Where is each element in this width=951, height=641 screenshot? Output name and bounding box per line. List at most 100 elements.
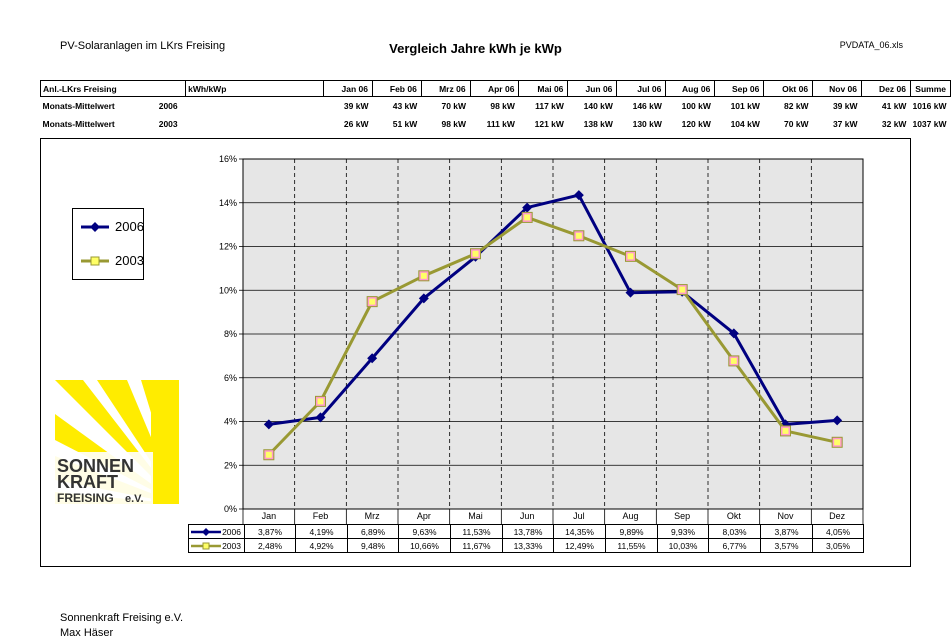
data-point-inner-2003 [472, 250, 479, 257]
y-tick-label: 8% [224, 329, 237, 339]
summary-cell: 43 kW [392, 101, 418, 111]
summary-cell: 140 kW [583, 101, 613, 111]
summary-row-label: Monats-Mittelwert [42, 101, 115, 111]
data-label: 3,87% [760, 524, 813, 539]
data-point-inner-2003 [265, 451, 272, 458]
data-point-2006 [367, 353, 378, 364]
data-label: 14,35% [553, 524, 606, 539]
summary-cell: 39 kW [343, 101, 369, 111]
legend-item-2006: 2006 [79, 217, 144, 237]
x-tick-label: Sep [674, 511, 690, 521]
data-table-swatch-2006 [191, 528, 221, 536]
series-line-2006 [268, 193, 838, 426]
y-tick-label: 10% [219, 285, 237, 295]
summary-cell: 98 kW [441, 119, 467, 129]
data-point-inner-2003 [575, 232, 582, 239]
data-label: 8,03% [708, 524, 761, 539]
data-label: 4,05% [812, 524, 864, 539]
summary-col-unit: kWh/kWp [185, 80, 325, 97]
data-point-inner-2003 [834, 439, 841, 446]
data-label: 9,63% [398, 524, 451, 539]
x-tick-label: Jan [262, 511, 277, 521]
data-point-2006 [573, 190, 584, 201]
data-label: 13,78% [502, 524, 554, 539]
summary-row-label: Monats-Mittelwert [42, 119, 115, 129]
summary-col-month: Mai 06 [518, 80, 569, 97]
x-tick-label: Dez [829, 511, 846, 521]
summary-row-year: 2003 [158, 119, 178, 129]
logo-text-line2: KRAFT [57, 472, 118, 492]
legend-swatch-2006 [81, 222, 109, 232]
logo-text-suffix: e.V. [125, 493, 144, 504]
summary-cell: 39 kW [832, 101, 858, 111]
x-tick-label: Jun [520, 511, 535, 521]
data-table-series-name: 2006 [222, 526, 241, 537]
data-point-2006 [625, 287, 636, 298]
summary-col-month: Feb 06 [372, 80, 422, 97]
data-point-inner-2003 [369, 298, 376, 305]
x-tick-label: Aug [622, 511, 638, 521]
x-tick-label: Nov [777, 511, 794, 521]
summary-total: 1037 kW [912, 119, 947, 129]
data-point-2006 [728, 328, 739, 339]
summary-cell: 82 kW [784, 101, 809, 111]
summary-col-month: Aug 06 [665, 80, 716, 97]
summary-cell: 130 kW [632, 119, 662, 129]
footer-organization: Sonnenkraft Freising e.V. [60, 612, 184, 624]
data-point-inner-2003 [679, 286, 686, 293]
data-table-swatch-2003 [191, 542, 221, 550]
summary-cell: 100 kW [681, 101, 711, 111]
summary-col-month: Jun 06 [567, 80, 618, 97]
data-point-2006 [315, 412, 326, 423]
data-label: 11,67% [450, 538, 503, 553]
data-label: 10,03% [657, 538, 709, 553]
summary-cell: 26 kW [343, 119, 369, 129]
summary-total: 1016 kW [912, 101, 947, 111]
legend-swatch-2003 [81, 256, 109, 266]
data-point-2006 [418, 293, 429, 304]
summary-cell: 138 kW [583, 119, 613, 129]
logo-text-line1: SONNEN [57, 456, 134, 476]
summary-col-name: Anl.-LKrs Freising [39, 80, 187, 97]
y-tick-label: 16% [219, 154, 237, 164]
legend-item-2003: 2003 [79, 251, 144, 271]
summary-cell: 70 kW [784, 119, 809, 129]
y-tick-label: 12% [219, 242, 237, 252]
summary-cell: 101 kW [730, 101, 760, 111]
summary-row-2006: Monats-Mittelwert 2006 39 kW 43 kW 70 kW… [41, 97, 951, 116]
data-label: 9,93% [657, 524, 709, 539]
x-tick-label: Apr [417, 511, 431, 521]
data-label: 9,48% [347, 538, 399, 553]
chart-legend: 2006 2003 [72, 208, 144, 280]
data-label: 9,89% [605, 524, 658, 539]
data-label: 11,53% [450, 524, 503, 539]
data-point-inner-2003 [627, 253, 634, 260]
summary-cell: 98 kW [490, 101, 515, 111]
x-tick-label: Mai [468, 511, 483, 521]
summary-col-month: Sep 06 [714, 80, 765, 97]
summary-header-row: Anl.-LKrs Freising kWh/kWp Jan 06 Feb 06… [39, 80, 951, 97]
y-tick-label: 4% [224, 417, 237, 427]
summary-row-year: 2006 [158, 101, 178, 111]
summary-cell: 111 kW [486, 119, 515, 129]
page-title: Vergleich Jahre kWh je kWp [389, 41, 562, 56]
sun-rays-icon: SONNEN KRAFT FREISING e.V. [55, 380, 179, 505]
y-tick-label: 0% [224, 504, 237, 514]
summary-cell: 146 kW [632, 101, 662, 111]
chart-data-table: 2006 3,87% 4,19% 6,89% 9,63% 11,53% 13,7… [188, 524, 864, 553]
summary-cell: 70 kW [441, 101, 467, 111]
footer-author: Max Häser [60, 627, 114, 639]
data-label: 10,66% [398, 538, 451, 553]
x-tick-label: Okt [727, 511, 742, 521]
summary-cell: 32 kW [881, 119, 907, 129]
x-tick-label: Jul [573, 511, 585, 521]
data-point-2006 [263, 419, 274, 430]
data-point-2006 [522, 202, 533, 213]
file-name: PVDATA_06.xls [839, 40, 903, 50]
summary-cell: 120 kW [681, 119, 711, 129]
data-table-key-2003: 2003 [188, 538, 245, 553]
summary-col-month: Jan 06 [323, 80, 373, 97]
data-table-row-2006: 2006 3,87% 4,19% 6,89% 9,63% 11,53% 13,7… [188, 524, 864, 539]
data-point-inner-2003 [524, 214, 531, 221]
